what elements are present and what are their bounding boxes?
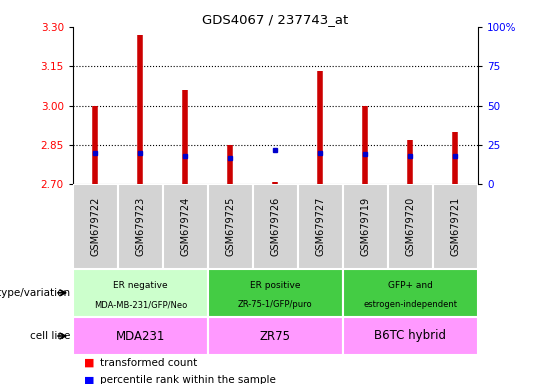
Text: cell line: cell line	[30, 331, 70, 341]
Bar	[343, 269, 478, 317]
Bar	[343, 184, 388, 269]
Bar	[253, 184, 298, 269]
Bar	[73, 184, 118, 269]
Text: estrogen-independent: estrogen-independent	[363, 300, 457, 309]
Text: B6TC hybrid: B6TC hybrid	[374, 329, 447, 343]
Text: ZR75: ZR75	[260, 329, 291, 343]
Bar	[343, 317, 478, 355]
Bar	[73, 317, 208, 355]
Bar	[163, 184, 208, 269]
Text: genotype/variation: genotype/variation	[0, 288, 70, 298]
Text: GFP+ and: GFP+ and	[388, 281, 433, 290]
Text: ■: ■	[84, 358, 94, 368]
Text: MDA231: MDA231	[116, 329, 165, 343]
Text: GSM679721: GSM679721	[450, 197, 461, 256]
Text: GSM679724: GSM679724	[180, 197, 191, 256]
Text: GSM679726: GSM679726	[271, 197, 280, 256]
Text: percentile rank within the sample: percentile rank within the sample	[100, 375, 276, 384]
Bar	[298, 184, 343, 269]
Text: ER negative: ER negative	[113, 281, 168, 290]
Text: ER positive: ER positive	[250, 281, 301, 290]
Text: GSM679723: GSM679723	[136, 197, 145, 256]
Bar	[433, 184, 478, 269]
Text: GSM679722: GSM679722	[90, 197, 100, 256]
Bar	[118, 184, 163, 269]
Bar	[73, 269, 208, 317]
Bar	[388, 184, 433, 269]
Bar	[208, 317, 343, 355]
Text: GSM679720: GSM679720	[406, 197, 415, 256]
Text: ■: ■	[84, 375, 94, 384]
Text: MDA-MB-231/GFP/Neo: MDA-MB-231/GFP/Neo	[94, 300, 187, 309]
Text: GSM679725: GSM679725	[225, 197, 235, 256]
Text: GSM679727: GSM679727	[315, 197, 326, 256]
Bar	[208, 184, 253, 269]
Text: GSM679719: GSM679719	[360, 197, 370, 256]
Bar	[208, 269, 343, 317]
Text: ZR-75-1/GFP/puro: ZR-75-1/GFP/puro	[238, 300, 313, 309]
Text: transformed count: transformed count	[100, 358, 197, 368]
Title: GDS4067 / 237743_at: GDS4067 / 237743_at	[202, 13, 348, 26]
